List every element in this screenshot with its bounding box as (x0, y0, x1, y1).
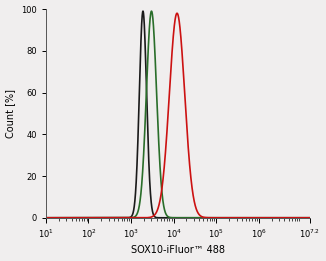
X-axis label: SOX10-iFluor™ 488: SOX10-iFluor™ 488 (131, 245, 225, 256)
Y-axis label: Count [%]: Count [%] (6, 89, 16, 138)
